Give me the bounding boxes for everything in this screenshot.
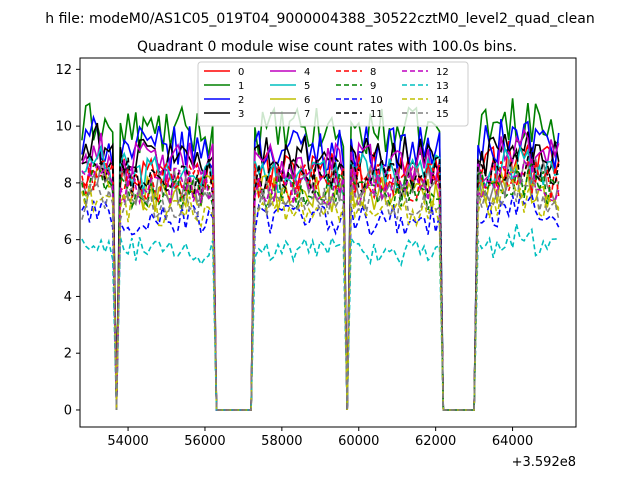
x-tick-label: 56000 — [184, 434, 225, 449]
y-tick-label: 10 — [55, 120, 72, 135]
legend-label: 3 — [238, 109, 244, 120]
legend-label: 8 — [370, 67, 376, 78]
y-tick-label: 0 — [64, 403, 72, 418]
series-line-10 — [81, 191, 560, 411]
legend-box — [197, 61, 469, 127]
series-line-1 — [81, 98, 560, 411]
figure-suptitle: h file: modeM0/AS1C05_019T04_9000004388_… — [45, 11, 594, 27]
legend-label: 7 — [304, 109, 310, 120]
legend-label: 14 — [436, 95, 449, 106]
x-offset-label: +3.592e8 — [512, 455, 576, 470]
legend-label: 9 — [370, 81, 376, 92]
series-line-8 — [81, 159, 560, 411]
series-line-15 — [81, 171, 560, 411]
series-layer — [81, 98, 560, 411]
y-tick-label: 2 — [64, 347, 72, 362]
legend-label: 15 — [436, 109, 449, 120]
legend-label: 2 — [238, 95, 244, 106]
x-tick-label: 64000 — [492, 434, 533, 449]
legend-label: 12 — [436, 67, 449, 78]
chart-title: Quadrant 0 module wise count rates with … — [137, 39, 517, 55]
series-line-11 — [81, 146, 560, 411]
legend-label: 6 — [304, 95, 310, 106]
plot-frame — [79, 57, 577, 428]
y-tick-label: 12 — [55, 63, 72, 78]
legend-label: 13 — [436, 81, 449, 92]
y-tick-label: 8 — [64, 176, 72, 191]
y-tick-label: 4 — [64, 290, 72, 305]
y-tick-label: 6 — [64, 233, 72, 248]
series-line-3 — [81, 122, 560, 411]
legend-label: 11 — [370, 109, 383, 120]
x-tick-label: 58000 — [261, 434, 302, 449]
legend-label: 10 — [370, 95, 383, 106]
legend-label: 5 — [304, 81, 310, 92]
series-line-14 — [81, 178, 560, 411]
series-line-13 — [81, 223, 559, 411]
series-line-12 — [81, 155, 560, 411]
x-tick-label: 62000 — [415, 434, 456, 449]
x-tick-label: 54000 — [107, 434, 148, 449]
x-tick-label: 60000 — [338, 434, 379, 449]
legend-label: 0 — [238, 67, 244, 78]
series-line-5 — [81, 144, 559, 411]
series-line-6 — [81, 161, 560, 411]
legend-label: 4 — [304, 67, 310, 78]
legend-label: 1 — [238, 81, 244, 92]
